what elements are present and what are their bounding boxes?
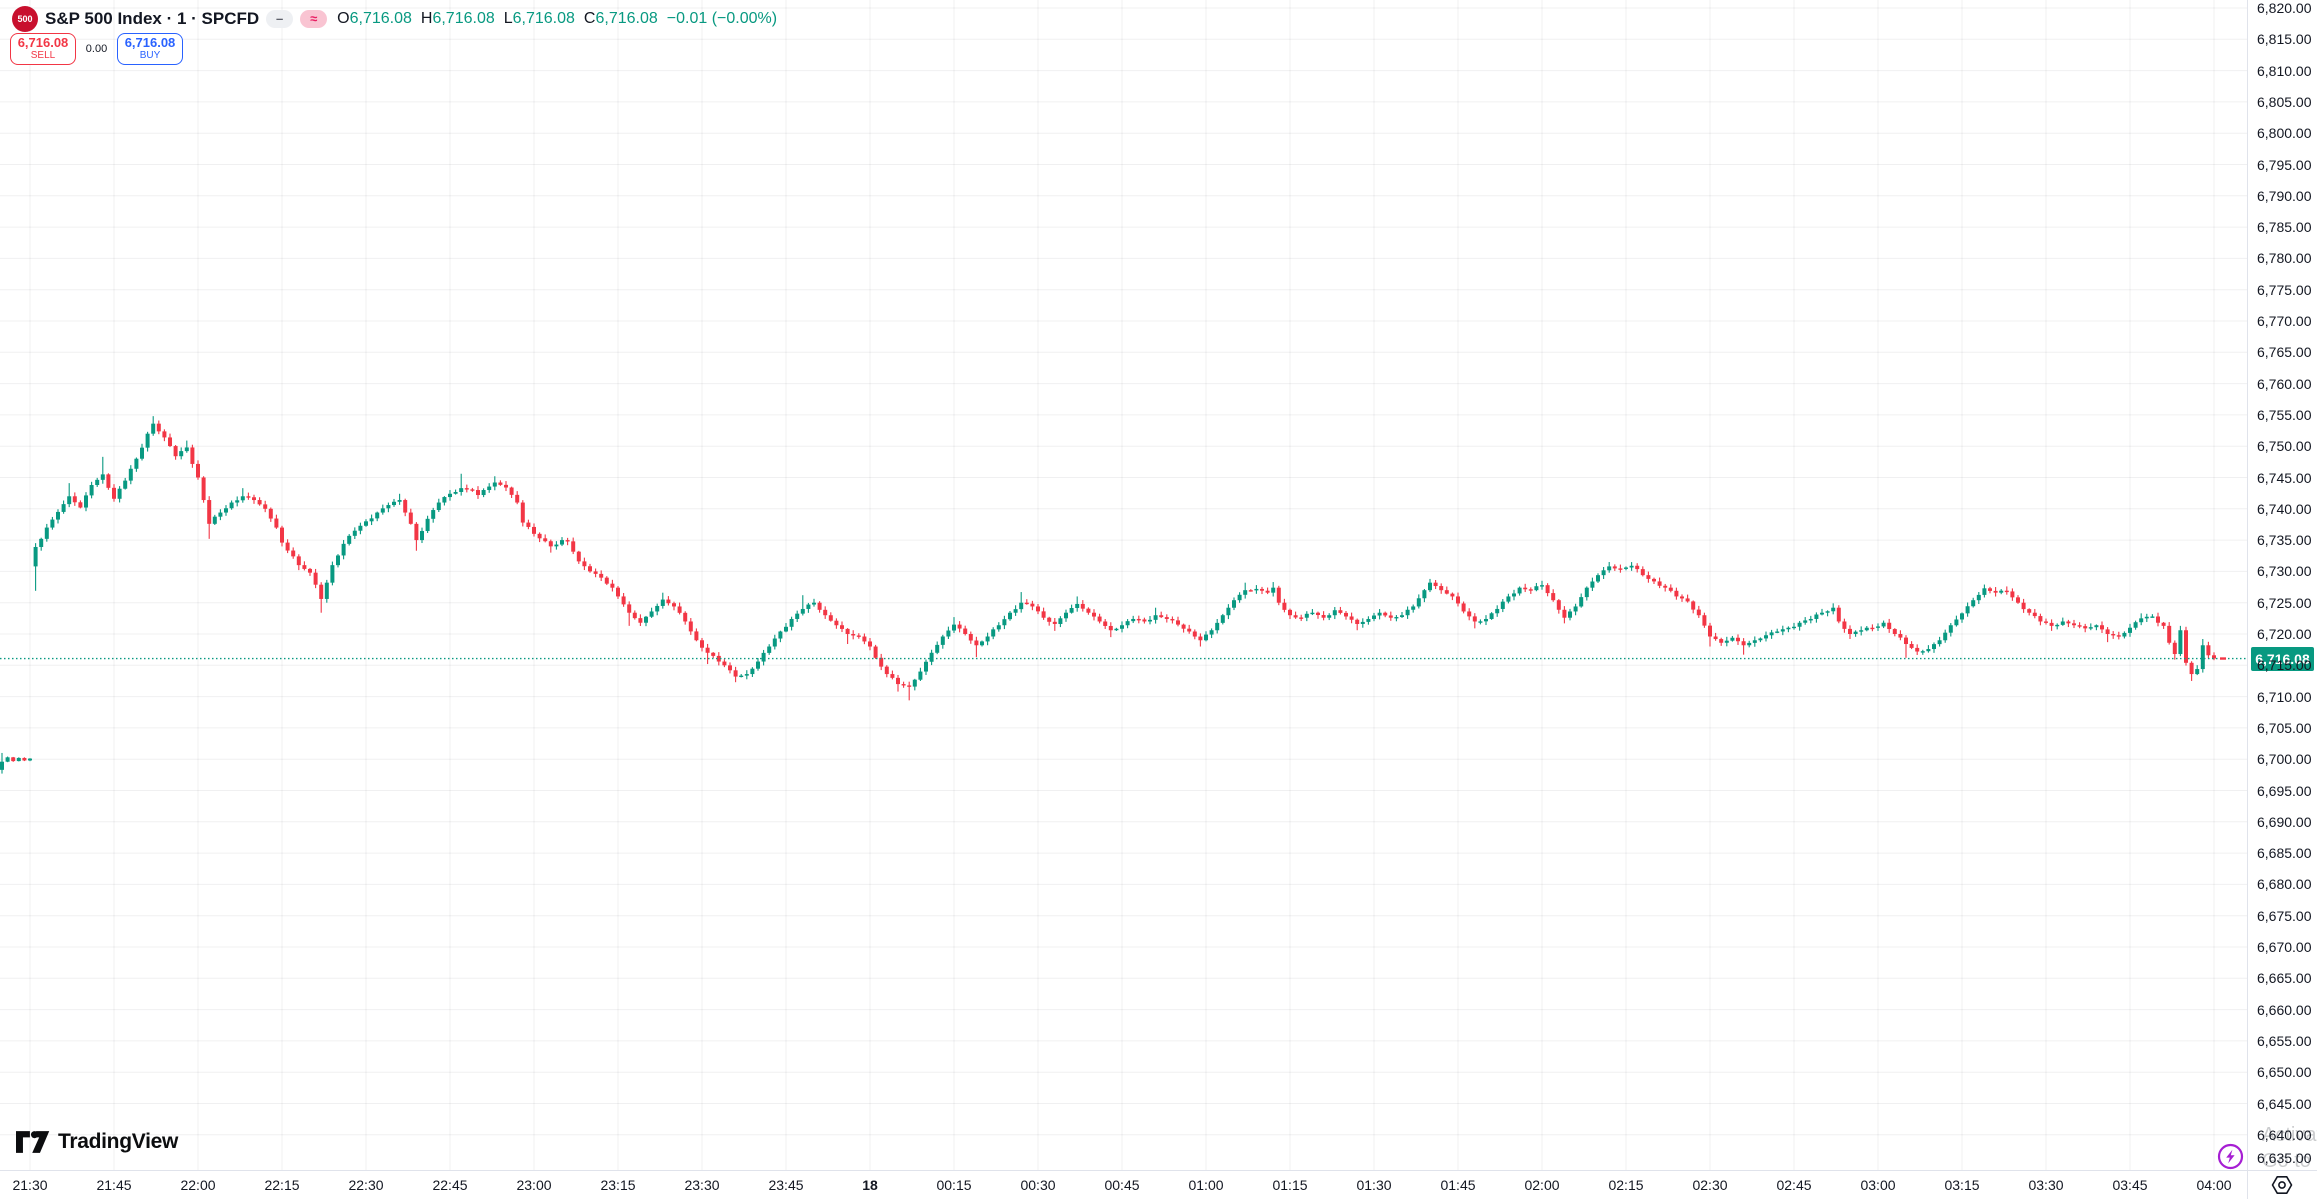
ohlc-values: O6,716.08 H6,716.08 L6,716.08 C6,716.08 …: [337, 10, 777, 28]
time-axis[interactable]: 21:30 21:45 22:00 22:15 22:30 22:45 23:00 23:15…: [0, 1170, 2247, 1199]
time-tick-label: 23:45: [768, 1177, 804, 1193]
sell-label: SELL: [30, 50, 56, 62]
time-tick-label: 21:45: [96, 1177, 132, 1193]
price-tick-label: 6,755.00: [2257, 406, 2312, 423]
low-value: L6,716.08: [503, 9, 575, 27]
price-tick-label: 6,790.00: [2257, 187, 2312, 204]
price-tick-label: 6,700.00: [2257, 751, 2312, 768]
price-tick-label: 6,670.00: [2257, 939, 2312, 955]
sell-button[interactable]: 6,716.08 SELL: [10, 33, 76, 65]
price-tick-label: 6,685.00: [2257, 845, 2312, 862]
spread-value: 0.00: [85, 43, 108, 55]
change-value: −0.01 (−0.00%): [666, 9, 778, 27]
tradingview-logo-icon: [16, 1131, 50, 1153]
price-tick-label: 6,690.00: [2257, 813, 2312, 830]
time-tick-label: 22:00: [180, 1177, 216, 1193]
open-value: O6,716.08: [337, 9, 412, 27]
time-tick-label: 21:30: [12, 1177, 48, 1193]
time-tick-label: 01:45: [1440, 1177, 1476, 1193]
price-tick-label: 6,745.00: [2257, 469, 2312, 486]
chart-pane[interactable]: [0, 0, 2247, 1170]
time-tick-label: 03:30: [2028, 1177, 2064, 1193]
price-tick-label: 6,735.00: [2257, 532, 2312, 549]
time-tick-label: 23:30: [684, 1177, 720, 1193]
price-tick-label: 6,715.00: [2257, 657, 2312, 674]
symbol-legend: 500 S&P 500 Index · 1 · SPCFD – ≈ O6,716…: [12, 5, 777, 32]
price-tick-label: 6,650.00: [2257, 1064, 2312, 1081]
price-tick-label: 6,655.00: [2257, 1032, 2312, 1049]
time-tick-label: 23:15: [600, 1177, 636, 1193]
tradingview-logo-text: TradingView: [58, 1130, 179, 1153]
price-tick-label: 6,765.00: [2257, 344, 2312, 361]
price-tick-label: 6,645.00: [2257, 1095, 2312, 1112]
price-tick-label: 6,640.00: [2257, 1126, 2312, 1143]
symbol-title[interactable]: S&P 500 Index · 1 · SPCFD: [45, 8, 260, 28]
time-tick-label: 22:45: [432, 1177, 468, 1193]
price-tick-label: 6,810.00: [2257, 62, 2312, 79]
price-tick-label: 6,725.00: [2257, 594, 2312, 611]
price-tick-label: 6,705.00: [2257, 719, 2312, 736]
vertical-gridlines: [29, 0, 2215, 1170]
price-tick-label: 6,760.00: [2257, 375, 2312, 392]
price-tick-label: 6,740.00: [2257, 500, 2312, 517]
axis-corner-cell: [2247, 1170, 2317, 1199]
time-tick-label: 03:00: [1860, 1177, 1896, 1193]
buy-button[interactable]: 6,716.08 BUY: [117, 33, 183, 65]
last-price-marker: [2220, 657, 2226, 660]
horizontal-gridlines: [0, 7, 2247, 1136]
axis-settings-gear-icon[interactable]: [2259, 1172, 2305, 1198]
time-tick-label: 03:45: [2112, 1177, 2148, 1193]
price-tick-label: 6,795.00: [2257, 156, 2312, 173]
time-tick-label: 00:30: [1020, 1177, 1056, 1193]
price-tick-label: 6,775.00: [2257, 281, 2312, 298]
price-tick-label: 6,800.00: [2257, 125, 2312, 142]
price-tick-label: 6,785.00: [2257, 219, 2312, 236]
buy-label: BUY: [139, 50, 161, 62]
sell-price: 6,716.08: [17, 35, 69, 51]
tradingview-logo[interactable]: TradingView: [16, 1130, 178, 1154]
time-tick-label: 03:15: [1944, 1177, 1980, 1193]
price-axis[interactable]: 6,716.08 6,635.00 6,640.00 6,645.00 6,650.0…: [2247, 0, 2317, 1170]
price-tick-label: 6,750.00: [2257, 438, 2312, 455]
time-tick-label: 02:00: [1524, 1177, 1560, 1193]
time-tick-label: 18: [862, 1177, 878, 1193]
time-tick-label: 23:00: [516, 1177, 552, 1193]
price-tick-label: 6,780.00: [2257, 250, 2312, 267]
price-tick-label: 6,720.00: [2257, 626, 2312, 642]
price-tick-label: 6,665.00: [2257, 970, 2312, 987]
time-tick-label: 00:15: [936, 1177, 972, 1193]
delayed-data-icon[interactable]: ≈: [300, 9, 328, 28]
trade-panel: 6,716.08 SELL 0.00 6,716.08 BUY: [10, 33, 183, 65]
time-tick-label: 02:30: [1692, 1177, 1728, 1193]
time-tick-label: 22:30: [348, 1177, 384, 1193]
time-tick-label: 01:00: [1188, 1177, 1224, 1193]
price-tick-label: 6,820.00: [2257, 0, 2312, 16]
high-value: H6,716.08: [420, 9, 495, 27]
time-tick-label: 01:15: [1272, 1177, 1308, 1193]
buy-price: 6,716.08: [124, 35, 176, 51]
price-tick-label: 6,675.00: [2257, 907, 2312, 924]
price-tick-label: 6,695.00: [2257, 782, 2312, 799]
market-status-dash-icon[interactable]: –: [266, 9, 294, 28]
time-tick-label: 04:00: [2196, 1177, 2232, 1193]
sp500-logo-icon: 500: [12, 5, 38, 32]
price-tick-label: 6,635.00: [2257, 1150, 2312, 1166]
candlestick-series: [0, 416, 2216, 774]
time-tick-label: 00:45: [1104, 1177, 1140, 1193]
time-tick-label: 22:15: [264, 1177, 300, 1193]
time-tick-label: 01:30: [1356, 1177, 1392, 1193]
price-tick-label: 6,710.00: [2257, 688, 2312, 705]
close-value: C6,716.08: [583, 9, 658, 27]
price-tick-label: 6,805.00: [2257, 93, 2312, 110]
price-tick-label: 6,730.00: [2257, 563, 2312, 580]
price-tick-label: 6,660.00: [2257, 1001, 2312, 1018]
time-tick-label: 02:45: [1776, 1177, 1812, 1193]
price-tick-label: 6,815.00: [2257, 31, 2312, 48]
last-price-tag: 6,716.08: [2251, 646, 2314, 671]
time-tick-label: 02:15: [1608, 1177, 1644, 1193]
price-tick-label: 6,680.00: [2257, 876, 2312, 893]
price-tick-label: 6,770.00: [2257, 313, 2312, 329]
instant-trading-lightning-icon[interactable]: [2217, 1143, 2244, 1170]
